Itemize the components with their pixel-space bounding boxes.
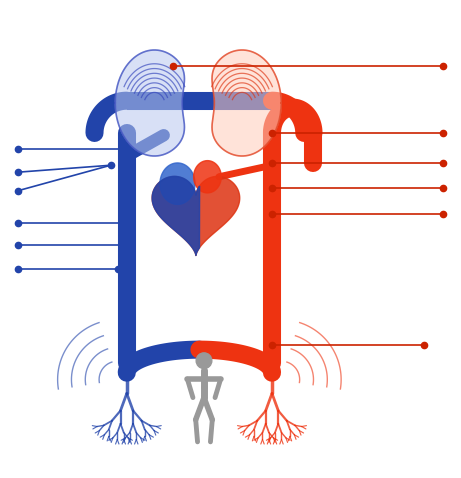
Polygon shape — [152, 176, 240, 256]
Polygon shape — [212, 50, 281, 156]
Polygon shape — [160, 163, 195, 205]
Circle shape — [196, 353, 212, 369]
Polygon shape — [115, 50, 184, 156]
Polygon shape — [152, 176, 200, 256]
Polygon shape — [194, 161, 221, 193]
